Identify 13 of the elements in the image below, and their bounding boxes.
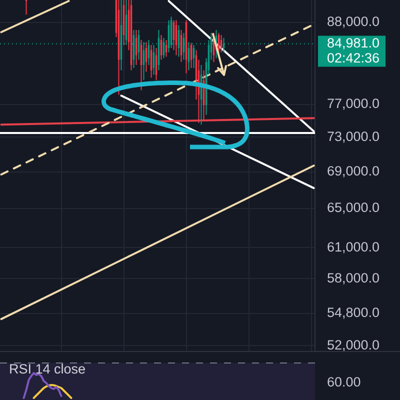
y-tick-label: 61,000.0	[327, 239, 380, 254]
y-tick-label: 88,000.0	[327, 14, 380, 30]
y-tick-label: 73,000.0	[327, 128, 380, 144]
y-tick-label: 58,000.0	[327, 270, 380, 286]
y-tick-label: 69,000.0	[327, 164, 380, 179]
y-tick-label: 52,000.0	[327, 337, 380, 352]
ref-line-label: 84,981.0	[327, 35, 380, 50]
text: 02:42:36	[327, 50, 380, 66]
y-tick-label: 54,800.0	[327, 305, 380, 320]
text: 60.00	[327, 374, 361, 390]
y-tick-label: 65,000.0	[327, 200, 380, 216]
y-tick-label: 77,000.0	[327, 96, 380, 112]
chart-title: RSI 14 close	[9, 362, 86, 377]
